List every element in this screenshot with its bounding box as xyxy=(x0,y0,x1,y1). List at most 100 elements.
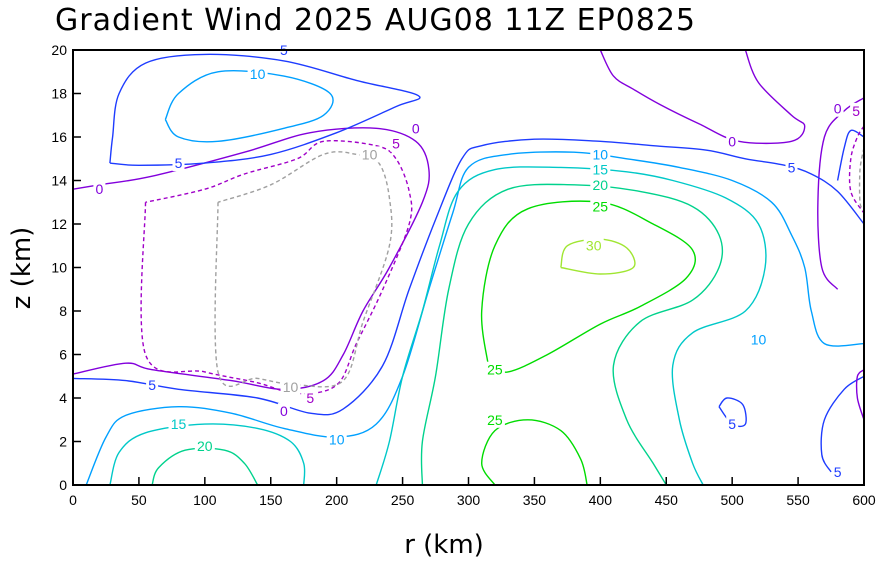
y-tick-label: 14 xyxy=(51,173,67,189)
x-axis: 0 50 100 150 200 250 300 350 400 450 500 550 600 xyxy=(69,477,876,508)
contour-label: 5 xyxy=(390,135,402,152)
contour-label-bg xyxy=(583,237,604,254)
contour-label: 0 xyxy=(409,120,422,137)
contour-label-text: 25 xyxy=(487,362,503,378)
contour-label-bg xyxy=(831,463,844,480)
x-tick-label: 250 xyxy=(391,492,415,508)
contour-line-5 xyxy=(836,129,865,181)
contour-label: 25 xyxy=(484,411,505,428)
contour-label-bg xyxy=(146,376,159,393)
contour-label-bg xyxy=(590,176,611,193)
contour-label-text: 5 xyxy=(392,136,400,152)
contour-line-30 xyxy=(560,238,636,275)
contour-label-text: 10 xyxy=(283,379,299,395)
contour-label-bg xyxy=(748,331,769,348)
contour-label-bg xyxy=(280,379,301,396)
contour-line-15 xyxy=(375,166,767,486)
contour-line-5 xyxy=(72,138,865,416)
contour-label-text: 10 xyxy=(593,146,609,162)
contour-label-bg xyxy=(590,198,611,215)
contour-label-bg xyxy=(726,133,739,150)
contour-label: 15 xyxy=(590,161,611,178)
x-tick-label: 500 xyxy=(720,492,744,508)
contour-label-bg xyxy=(172,155,185,172)
contour-label-text: 0 xyxy=(280,403,288,419)
contour-label: 20 xyxy=(590,176,611,193)
contour-label: 0 xyxy=(726,133,739,150)
contour-label-text: 25 xyxy=(487,412,503,428)
contour-line-0 xyxy=(817,97,865,290)
contour-label-bg xyxy=(247,65,268,82)
contour-label-bg xyxy=(304,390,317,406)
contour-label-text: 10 xyxy=(250,66,266,82)
contour-label: 5 xyxy=(146,376,159,393)
y-tick-label: 0 xyxy=(59,477,67,493)
y-axis: 0 2 4 6 8 10 12 14 16 18 20 xyxy=(51,42,81,493)
contour-label: 20 xyxy=(194,437,215,454)
contour-label-bg xyxy=(590,146,611,163)
chart-title: Gradient Wind 2025 AUG08 11Z EP0825 xyxy=(55,3,696,38)
x-tick-label: 300 xyxy=(457,492,481,508)
contour-label: 10 xyxy=(247,65,268,82)
contour-label-text: 10 xyxy=(751,331,767,347)
contour-label: 5 xyxy=(172,155,185,172)
plot-frame xyxy=(72,49,865,486)
contour-label-text: 5 xyxy=(148,377,156,393)
contour-line-10 xyxy=(85,151,865,486)
contour-label: 15 xyxy=(168,416,189,433)
contour-label: 10 xyxy=(359,146,380,163)
x-tick-label: 200 xyxy=(325,492,349,508)
x-tick-label: 100 xyxy=(193,492,217,508)
contour-label-text: 5 xyxy=(728,416,736,432)
contour-label: 5 xyxy=(850,102,863,119)
contour-label-text: 30 xyxy=(586,238,602,254)
contour-label-bg xyxy=(93,181,106,198)
contour-label: 25 xyxy=(590,198,611,215)
contour-line-5 xyxy=(109,53,421,167)
contour-label: 5 xyxy=(726,416,739,433)
y-tick-label: 6 xyxy=(59,347,67,363)
x-tick-label: 50 xyxy=(131,492,147,508)
contour-label-text: 15 xyxy=(171,416,187,432)
contour-label-bg xyxy=(590,161,611,178)
y-tick-label: 18 xyxy=(51,86,67,102)
x-tick-label: 0 xyxy=(69,492,77,508)
contour-label: 5 xyxy=(304,390,317,406)
contour-label: 25 xyxy=(484,361,505,378)
contour-label: 5 xyxy=(831,463,844,480)
contour-label-text: 0 xyxy=(96,181,104,197)
contour-label-bg xyxy=(726,416,739,433)
contour-label-bg xyxy=(850,102,863,119)
contour-label-bg xyxy=(326,431,347,448)
y-tick-label: 2 xyxy=(59,434,67,450)
contour-label-text: 5 xyxy=(852,103,860,119)
contour-label-text: 5 xyxy=(788,159,796,175)
x-tick-label: 150 xyxy=(259,492,283,508)
y-tick-label: 10 xyxy=(51,260,67,276)
contour-label-text: 25 xyxy=(593,199,609,215)
contour-label: 30 xyxy=(583,237,604,254)
x-tick-label: 600 xyxy=(852,492,876,508)
y-tick-label: 16 xyxy=(51,129,67,145)
x-tick-label: 550 xyxy=(786,492,810,508)
contour-label-text: 10 xyxy=(362,146,378,162)
y-tick-label: 4 xyxy=(59,390,67,406)
contour-label-text: 0 xyxy=(728,133,736,149)
contour-line-25 xyxy=(480,200,696,373)
contour-line-neg5 xyxy=(140,139,413,395)
contour-label-bg xyxy=(831,100,844,117)
contour-label: 0 xyxy=(93,181,106,198)
contour-line-15 xyxy=(109,423,306,486)
contour-line-5 xyxy=(820,375,865,473)
contour-label-text: 15 xyxy=(593,162,609,178)
contour-label-text: 5 xyxy=(175,155,183,171)
contour-label-text: 0 xyxy=(834,101,842,117)
contour-label-bg xyxy=(168,416,189,433)
x-tick-label: 400 xyxy=(589,492,613,508)
contour-label-bg xyxy=(484,361,505,378)
contour-line-25 xyxy=(480,419,588,486)
contour-label-text: 20 xyxy=(593,177,609,193)
contour-line-10 xyxy=(164,70,334,143)
contour-line-20 xyxy=(420,183,723,486)
